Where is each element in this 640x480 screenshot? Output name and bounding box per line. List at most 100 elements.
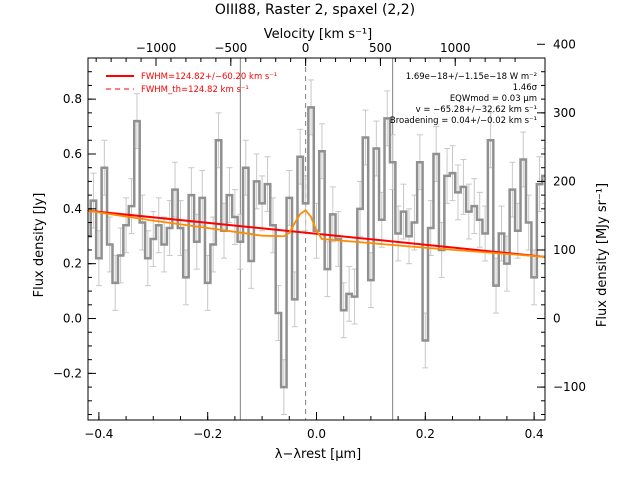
- data-point: [419, 161, 421, 164]
- data-point: [228, 194, 231, 196]
- right-tick-label: 100: [553, 243, 576, 257]
- data-point: [136, 120, 138, 122]
- data-point: [293, 298, 296, 301]
- data-point: [119, 254, 122, 257]
- right-tick-label: 400: [553, 37, 576, 51]
- data-point: [457, 191, 459, 194]
- data-point: [484, 232, 486, 235]
- data-point: [478, 219, 481, 221]
- data-point: [451, 172, 454, 174]
- axes: −0.4 −0.2 0.0 0.2 0.4 −0.2 0.0 0.2 0.4 0.6 0.8 −100…: [53, 37, 586, 441]
- data-point: [506, 262, 508, 265]
- data-point: [321, 150, 323, 153]
- annotation-broadening: Broadening = 0.04+/−0.02 km s⁻¹: [390, 116, 537, 126]
- x-tick-label: 0.2: [416, 427, 435, 441]
- legend: FWHM=124.82+/−60.20 km s⁻¹ FWHM_th=124.8…: [106, 72, 277, 95]
- y-tick-label: 0.2: [63, 257, 82, 271]
- data-point: [234, 216, 236, 218]
- right-tick-label: 0: [553, 312, 561, 326]
- data-point: [348, 293, 350, 295]
- plot-area: [88, 58, 545, 420]
- data-point: [174, 188, 176, 191]
- right-tick-label: 200: [553, 174, 576, 188]
- data-point: [283, 386, 285, 388]
- data-point: [206, 282, 209, 284]
- data-point: [391, 161, 394, 164]
- data-point: [103, 166, 106, 169]
- y-axis-label: Flux density [Jy]: [32, 193, 47, 298]
- data-point: [201, 197, 204, 199]
- data-point: [288, 197, 291, 199]
- top-axis-label: Velocity [km s⁻¹]: [264, 27, 372, 42]
- data-point: [239, 240, 242, 243]
- data-point: [462, 186, 465, 188]
- data-point: [375, 147, 378, 150]
- legend-label-theory: FWHM_th=124.82 km s⁻¹: [141, 85, 249, 95]
- data-point: [277, 312, 280, 314]
- top-tick-label: 1000: [440, 41, 471, 55]
- data-point: [473, 205, 476, 207]
- data-point: [516, 229, 519, 232]
- data-point: [185, 276, 187, 279]
- data-point: [500, 232, 503, 235]
- data-point: [179, 227, 182, 229]
- right-tick-label: 300: [553, 106, 576, 120]
- y-tick-label: −0.2: [53, 366, 82, 380]
- data-point: [511, 188, 514, 191]
- data-point: [337, 238, 340, 240]
- data-point: [92, 199, 95, 202]
- right-axis-label: Flux density [MJy sr⁻¹]: [595, 183, 610, 327]
- data-point: [114, 282, 117, 284]
- data-point: [261, 202, 263, 205]
- data-point: [489, 139, 492, 142]
- y-tick-label: 0.0: [63, 312, 82, 326]
- data-point: [533, 276, 535, 279]
- data-point: [522, 158, 525, 161]
- data-point: [468, 210, 470, 213]
- annotations: 1.69e−18+/−1.15e−18 W m⁻² 1.46σ EQWmod =…: [390, 72, 538, 126]
- data-point: [353, 295, 356, 298]
- data-point: [538, 183, 541, 185]
- annotation-eqw: EQWmod = 0.03 μm: [450, 94, 537, 104]
- legend-label-fit: FWHM=124.82+/−60.20 km s⁻¹: [141, 72, 277, 82]
- top-tick-label: −500: [214, 41, 247, 55]
- data-point: [435, 153, 437, 155]
- plot-clipped: [88, 58, 545, 420]
- data-point: [495, 284, 497, 287]
- data-point: [310, 106, 312, 109]
- top-tick-label: 500: [369, 41, 392, 55]
- data-point: [326, 268, 329, 270]
- data-point: [299, 155, 301, 158]
- data-point: [304, 202, 307, 205]
- data-point: [152, 238, 155, 240]
- data-point: [446, 175, 448, 177]
- data-point: [527, 221, 530, 224]
- data-point: [386, 117, 389, 120]
- data-point: [130, 205, 133, 207]
- data-point: [147, 257, 149, 259]
- top-tick-label: −1000: [136, 41, 177, 55]
- x-axis-label: λ−λrest [μm]: [275, 447, 361, 462]
- x-tick-label: 0.0: [307, 427, 326, 441]
- data-point: [168, 227, 171, 229]
- data-point: [255, 180, 258, 183]
- data-point: [397, 232, 399, 235]
- annotation-velocity: v = −65.28+/−32.62 km s⁻¹: [416, 105, 537, 115]
- data-point: [429, 227, 432, 229]
- annotation-line-flux: 1.69e−18+/−1.15e−18 W m⁻²: [406, 72, 537, 82]
- y-tick-label: 0.8: [63, 92, 82, 106]
- data-point: [141, 221, 144, 224]
- data-point: [244, 166, 247, 169]
- data-point: [402, 210, 405, 213]
- data-point: [190, 194, 193, 196]
- continuum-fit-line: [88, 209, 545, 258]
- data-point: [163, 243, 165, 246]
- data-point: [217, 139, 220, 142]
- data-point: [359, 208, 361, 210]
- data-point: [196, 240, 198, 243]
- y-tick-label: 0.6: [63, 147, 82, 161]
- gaussian-model-line: [88, 208, 545, 258]
- top-tick-label: 0: [302, 41, 310, 55]
- data-point: [212, 243, 214, 246]
- data-point: [125, 224, 127, 227]
